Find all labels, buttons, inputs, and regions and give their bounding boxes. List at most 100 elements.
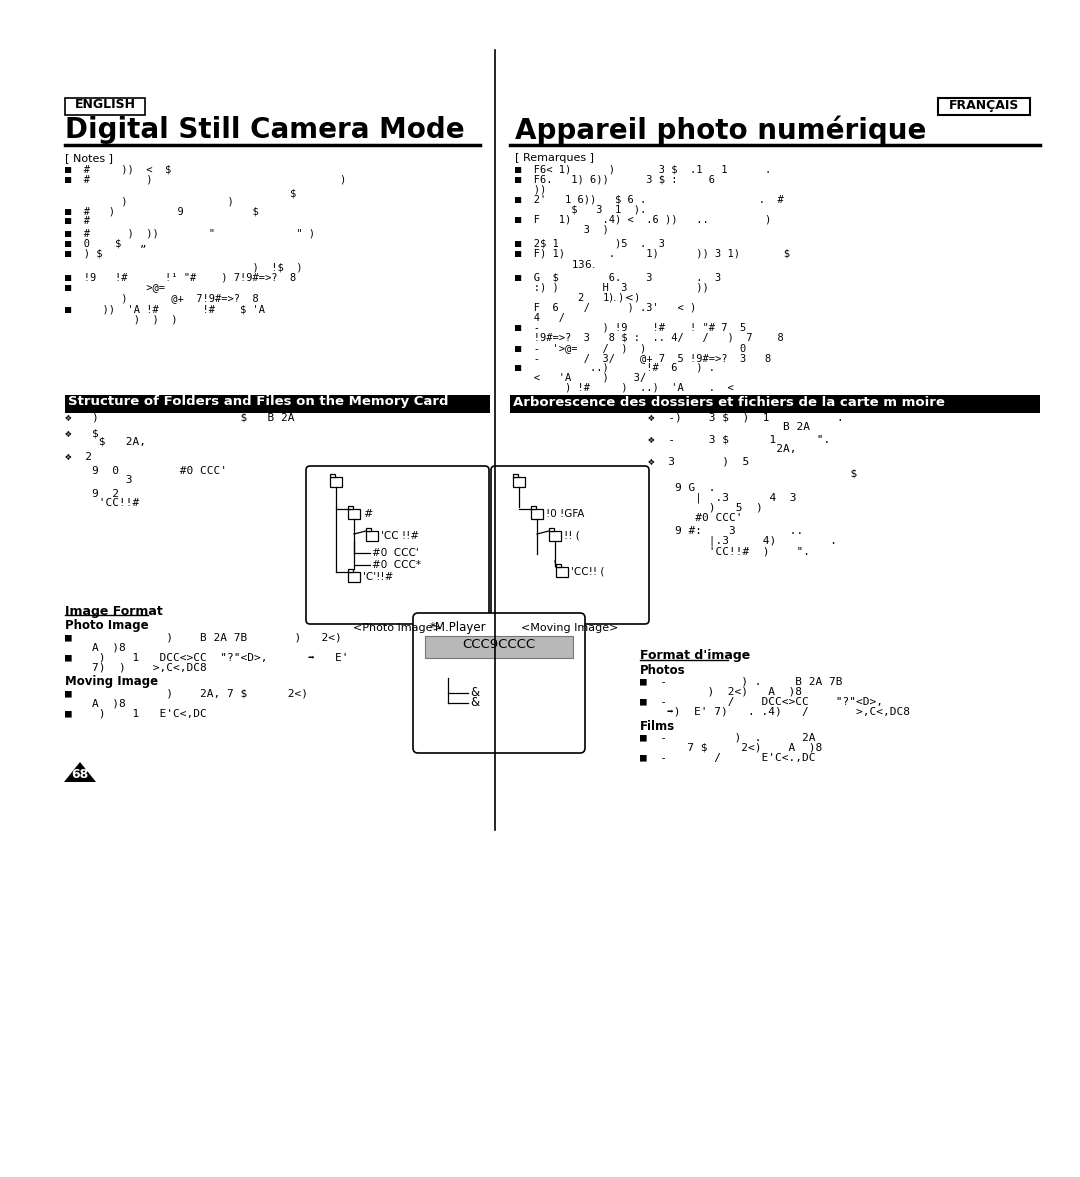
Text: ■    )    1   E'C<,DC: ■ ) 1 E'C<,DC	[65, 709, 206, 719]
Text: ■  2'   1 6))   $ 6 .                  .  #: ■ 2' 1 6)) $ 6 . . #	[515, 195, 784, 205]
Text: ■  -          ) !9    !#    ! "# 7  5: ■ - ) !9 !# ! "# 7 5	[515, 322, 746, 333]
Text: :) )       H  3           )): :) ) H 3 ))	[515, 282, 708, 293]
Text: ■  ) $: ■ ) $	[65, 248, 103, 258]
Text: *M.Player: *M.Player	[430, 621, 487, 634]
Text: Arborescence des dossiers et fichiers de la carte m moire: Arborescence des dossiers et fichiers de…	[513, 395, 945, 408]
Text: F  6    /      ) .3'   < ): F 6 / ) .3' < )	[515, 302, 697, 313]
Text: ■  F6.   1) 6))      3 $ :     6: ■ F6. 1) 6)) 3 $ : 6	[515, 175, 715, 185]
Text: #0  CCC': #0 CCC'	[372, 548, 419, 558]
Text: !9#=>?  3   8 $ :  .. 4/   /   )  7    8: !9#=>? 3 8 $ : .. 4/ / ) 7 8	[515, 333, 784, 343]
Text: |  .3      4  3: | .3 4 3	[648, 493, 797, 504]
Text: ■  2$ 1         )5  .  3: ■ 2$ 1 )5 . 3	[515, 239, 665, 250]
Text: ❖  3       )  5: ❖ 3 ) 5	[648, 457, 750, 467]
Text: )  )  ): ) ) )	[65, 314, 177, 324]
FancyBboxPatch shape	[939, 98, 1030, 115]
Text: 9 G  .: 9 G .	[648, 483, 715, 493]
Bar	[330, 474, 336, 477]
Text: Digital Still Camera Mode: Digital Still Camera Mode	[65, 117, 464, 144]
Text: !! (: !! (	[564, 531, 580, 541]
Text: ❖  -)    3 $  )  1          .: ❖ -) 3 $ ) 1 .	[648, 412, 843, 423]
Text: )): ))	[515, 185, 546, 195]
Text: $   3  1  ).: $ 3 1 ).	[515, 205, 646, 215]
Text: 'CC!!#: 'CC!!#	[65, 498, 139, 508]
Text: &: &	[470, 697, 480, 710]
Text: ■              )    2A, 7 $      2<): ■ ) 2A, 7 $ 2<)	[65, 689, 308, 699]
Text: ■  -  '>@=    /  )  )               0: ■ - '>@= / ) ) 0	[515, 343, 746, 353]
Text: B 2A: B 2A	[648, 423, 810, 432]
Text: ■  -           ) .     B 2A 7B: ■ - ) . B 2A 7B	[640, 677, 842, 687]
Text: $1  3                         6.$: $1 3 6.$	[515, 258, 595, 270]
Bar	[556, 567, 568, 577]
Text: 2   1$ )   .)   < )        $: 2 1$ ) .) < ) $	[515, 292, 640, 305]
Text: ❖  2: ❖ 2	[65, 452, 92, 463]
Text: Structure of Folders and Files on the Memory Card: Structure of Folders and Files on the Me…	[68, 395, 448, 408]
Text: ) !#     )  ..)  'A    .  <: ) !# ) ..) 'A . <	[515, 383, 733, 393]
Bar	[556, 564, 562, 567]
Text: 'CC!!#  )    ".: 'CC!!# ) ".	[648, 546, 810, 556]
Text: [ Remarques ]: [ Remarques ]	[515, 153, 594, 162]
FancyBboxPatch shape	[491, 466, 649, 624]
Text: <Moving Image>: <Moving Image>	[522, 623, 619, 633]
Text: 68: 68	[71, 769, 89, 782]
Bar	[426, 636, 573, 658]
Text: ■  F   1)     .4) <  .6 ))   ..         ): ■ F 1) .4) < .6 )) .. )	[515, 215, 771, 225]
Text: Moving Image: Moving Image	[65, 676, 158, 689]
Bar	[513, 477, 525, 487]
Text: #0  CCC*: #0 CCC*	[372, 560, 421, 570]
Text: Films: Films	[640, 719, 675, 732]
Text: )  !$  ): ) !$ )	[65, 262, 302, 273]
FancyBboxPatch shape	[413, 613, 585, 753]
Text: <   'A     )    3/: < 'A ) 3/	[515, 373, 646, 383]
Bar	[513, 474, 518, 477]
Bar	[348, 508, 360, 519]
Text: ■            >@=: ■ >@=	[65, 282, 165, 293]
Text: $: $	[648, 468, 858, 479]
Text: $   2A,: $ 2A,	[65, 437, 146, 447]
Text: Image Format: Image Format	[65, 605, 163, 618]
Bar	[549, 531, 561, 541]
Text: ■  #     ))  <  $: ■ # )) < $	[65, 165, 172, 175]
Bar	[65, 395, 490, 413]
Text: 9  0         #0 CCC': 9 0 #0 CCC'	[65, 466, 227, 476]
Text: $: $	[65, 188, 296, 198]
FancyBboxPatch shape	[306, 466, 489, 624]
Bar	[531, 506, 537, 508]
Text: ■  G  $        6.    3       .  3: ■ G $ 6. 3 . 3	[515, 273, 721, 282]
Text: ■    )    1   DCC<>CC  "?"<D>,      ➡   E': ■ ) 1 DCC<>CC "?"<D>, ➡ E'	[65, 653, 349, 663]
Text: ■  #      )  ))        "             " ): ■ # ) )) " " )	[65, 228, 315, 238]
Text: ■              )    B 2A 7B       )   2<): ■ ) B 2A 7B ) 2<)	[65, 633, 341, 643]
Text: ❖  -     3 $      1      ".: ❖ - 3 $ 1 ".	[648, 434, 831, 444]
Text: 'CC!! (: 'CC!! (	[571, 567, 605, 577]
Bar	[348, 506, 353, 508]
Text: 'C'!!#: 'C'!!#	[363, 572, 393, 581]
Text: A  )8: A )8	[65, 699, 125, 709]
Text: Photos: Photos	[640, 664, 686, 677]
Text: )       @+  7!9#=>?  8: ) @+ 7!9#=>? 8	[65, 293, 259, 302]
Text: Appareil photo numérique: Appareil photo numérique	[515, 115, 927, 145]
Bar	[348, 570, 353, 572]
Text: 2A,: 2A,	[648, 444, 797, 454]
Text: ■  #         )                              ): ■ # ) )	[65, 175, 347, 185]
Text: A  )8: A )8	[65, 643, 125, 653]
Text: ■  #: ■ #	[65, 217, 90, 226]
Text: FRANÇAIS: FRANÇAIS	[949, 99, 1020, 112]
Text: ■           ..)      !#  6   ) .: ■ ..) !# 6 ) .	[515, 363, 715, 373]
Text: ❖   $: ❖ $	[65, 428, 98, 438]
Text: &: &	[470, 686, 480, 699]
Text: 7)  )    >,C<,DC8: 7) ) >,C<,DC8	[65, 663, 206, 673]
Text: ■     ))  'A !#       !#    $ 'A: ■ )) 'A !# !# $ 'A	[65, 304, 265, 314]
Text: [ Notes ]: [ Notes ]	[65, 153, 113, 162]
Text: |.3     4)        .: |.3 4) .	[648, 536, 837, 546]
Text: #: #	[363, 508, 373, 519]
Text: Format d'image: Format d'image	[640, 650, 751, 663]
Text: 9  2: 9 2	[65, 488, 119, 499]
Text: )  2<)   A  )8: ) 2<) A )8	[640, 687, 802, 697]
Text: ❖   )                     $   B 2A: ❖ ) $ B 2A	[65, 412, 295, 423]
Text: ■  -          )  .      2A: ■ - ) . 2A	[640, 733, 815, 743]
Text: -       /  3/    @+ 7  5 !9#=>?  3   8: - / 3/ @+ 7 5 !9#=>? 3 8	[515, 353, 771, 363]
Text: )   5  ): ) 5 )	[648, 503, 762, 513]
Text: ■  0    $   „: ■ 0 $ „	[65, 238, 146, 248]
Text: ■  -       /      E'C<.,DC: ■ - / E'C<.,DC	[640, 753, 815, 763]
Text: Photo Image: Photo Image	[65, 619, 149, 632]
Text: CCC9CCCC: CCC9CCCC	[462, 638, 536, 652]
